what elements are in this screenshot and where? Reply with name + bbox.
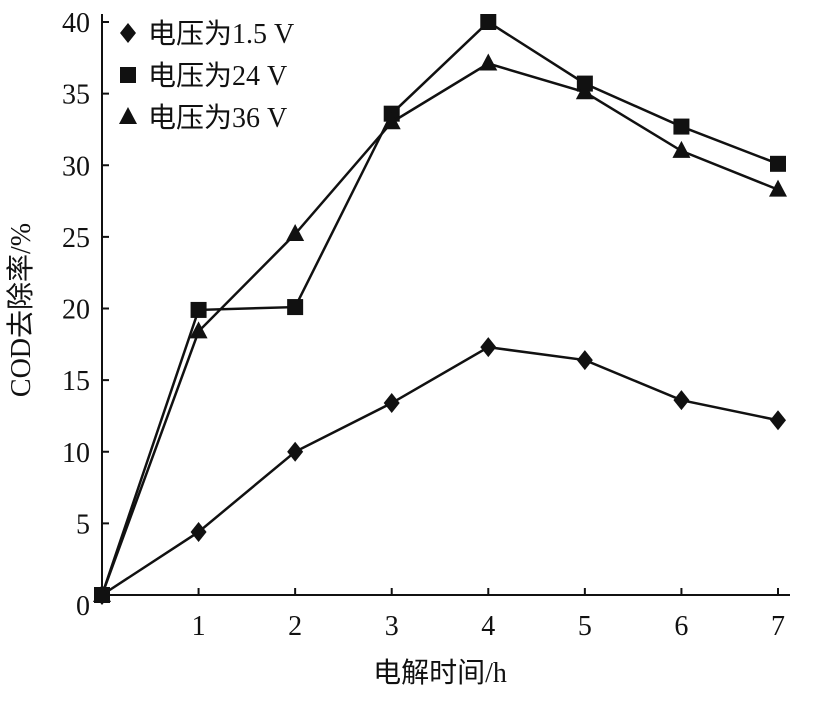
data-point-triangle [575, 82, 594, 100]
y-axis-label: COD去除率/% [5, 223, 37, 397]
data-point-square [287, 299, 304, 316]
legend-marker-square [120, 67, 136, 83]
series-diamond [94, 337, 786, 605]
x-tick-label: 2 [288, 611, 302, 642]
data-point-diamond [576, 350, 593, 371]
legend-label: 电压为24 V [148, 60, 287, 92]
legend-item: 电压为1.5 V [120, 18, 294, 50]
data-point-triangle [672, 140, 691, 158]
legend-label: 电压为36 V [148, 102, 287, 134]
data-point-diamond [190, 521, 207, 542]
x-tick-label: 1 [192, 611, 206, 642]
series-group [93, 14, 787, 605]
x-axis-label: 电解时间/h [373, 657, 507, 689]
data-point-square [480, 14, 497, 30]
data-point-diamond [383, 393, 400, 414]
data-point-triangle [479, 53, 498, 71]
data-point-triangle [93, 585, 111, 602]
data-point-diamond [287, 441, 304, 462]
x-tick-label: 3 [385, 611, 399, 642]
data-point-square [770, 155, 786, 172]
y-tick-label: 30 [62, 151, 90, 182]
y-tick-label: 20 [62, 295, 90, 326]
legend: 电压为1.5 V 电压为24 V 电压为36 V [119, 18, 294, 134]
y-tick-label: 5 [76, 509, 90, 540]
data-point-diamond [480, 337, 497, 358]
x-tick-label: 4 [481, 611, 495, 642]
legend-item: 电压为36 V [119, 102, 287, 134]
legend-item: 电压为24 V [120, 60, 287, 92]
y-tick-label: 40 [62, 8, 90, 39]
data-point-triangle [286, 224, 305, 242]
data-point-diamond [673, 390, 690, 411]
data-point-square [673, 118, 690, 135]
y-tick-label: 10 [62, 438, 90, 469]
axes: 0 5 10 15 20 25 30 35 40 1 2 3 4 5 6 7 [62, 8, 790, 642]
data-point-diamond [770, 410, 786, 431]
y-tick-label: 35 [62, 80, 90, 111]
legend-label: 电压为1.5 V [148, 18, 294, 50]
series-line [100, 20, 779, 596]
x-tick-label: 5 [578, 611, 592, 642]
y-tick-label: 0 [76, 591, 90, 622]
legend-marker-diamond [120, 23, 136, 43]
data-point-triangle [382, 112, 401, 130]
x-tick-label: 7 [771, 611, 785, 642]
y-tick-label: 25 [62, 223, 90, 254]
series-line [101, 345, 779, 597]
x-tick-label: 6 [674, 611, 688, 642]
legend-marker-triangle [119, 107, 137, 124]
series-triangle [93, 53, 787, 602]
data-point-triangle [189, 321, 208, 339]
data-point-square [190, 301, 207, 318]
series-line [100, 62, 779, 596]
data-point-triangle [769, 179, 787, 197]
y-tick-label: 15 [62, 366, 90, 397]
